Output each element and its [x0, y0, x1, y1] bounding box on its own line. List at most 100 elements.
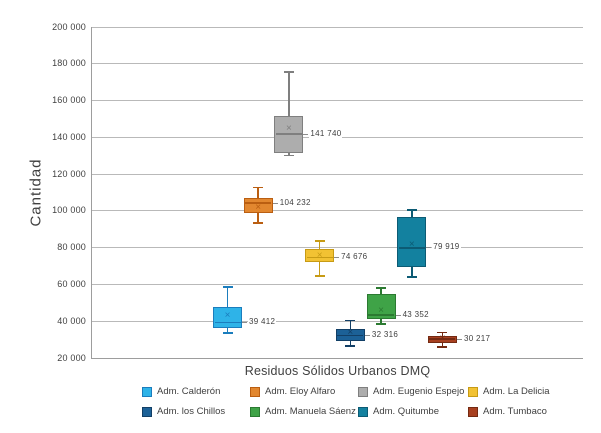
y-axis-title: Cantidad	[27, 158, 45, 227]
lower-whisker-cap	[222, 332, 233, 334]
data-label[interactable]: 79 919	[432, 242, 461, 252]
upper-whisker-line	[318, 241, 321, 249]
upper-whisker-line	[257, 187, 259, 199]
y-tick-label: 180 000	[52, 58, 86, 69]
upper-whisker-line	[411, 209, 413, 218]
legend-swatch-adm-eloy-alfaro	[250, 387, 260, 397]
legend-label: Adm. los Chillos	[157, 406, 226, 417]
legend-swatch-adm-calderon	[142, 387, 152, 397]
legend-swatch-adm-eugenio-espejo	[358, 387, 368, 397]
mean-marker: ×	[408, 238, 415, 250]
lower-whisker-line	[318, 262, 321, 277]
median-line	[398, 247, 425, 249]
lower-whisker-line	[411, 266, 413, 278]
label-connector	[426, 247, 432, 249]
legend-label: Adm. Eloy Alfaro	[265, 386, 336, 397]
label-connector	[303, 133, 309, 135]
gridline	[92, 210, 583, 212]
box-adm-eloy-alfaro[interactable]	[243, 198, 273, 214]
median-line	[337, 334, 364, 337]
y-tick-label: 200 000	[52, 21, 86, 32]
lower-whisker-line	[226, 327, 229, 334]
box-adm-la-delicia[interactable]	[305, 248, 335, 263]
data-label[interactable]: 141 740	[309, 128, 343, 138]
y-tick-label: 140 000	[52, 131, 86, 142]
lower-whisker-line	[380, 319, 382, 324]
legend-label: Adm. La Delicia	[483, 386, 550, 397]
y-tick-label: 80 000	[57, 242, 86, 253]
mean-marker: ×	[347, 327, 354, 339]
x-axis-line	[91, 358, 583, 359]
median-line	[245, 202, 272, 204]
upper-whisker-line	[441, 332, 444, 336]
data-label[interactable]: 43 352	[401, 309, 430, 319]
gridline	[92, 100, 583, 102]
label-connector	[272, 202, 278, 204]
upper-whisker-cap	[376, 287, 387, 289]
lower-whisker-cap	[283, 154, 294, 157]
mean-marker: ×	[255, 202, 262, 214]
legend-swatch-adm-la-delicia	[468, 387, 478, 397]
y-axis-line	[91, 27, 92, 359]
upper-whisker-line	[380, 288, 382, 294]
lower-whisker-cap	[314, 275, 325, 277]
median-line	[306, 256, 333, 259]
data-label[interactable]: 30 217	[462, 333, 492, 343]
upper-whisker-cap	[283, 71, 294, 73]
mean-marker: ×	[439, 332, 446, 344]
upper-whisker-line	[226, 287, 229, 308]
mean-marker: ×	[224, 309, 231, 321]
median-line	[429, 338, 456, 340]
legend-label: Adm. Calderón	[157, 386, 221, 397]
upper-whisker-line	[288, 72, 290, 117]
lower-whisker-line	[349, 340, 352, 347]
lower-whisker-cap	[437, 346, 448, 348]
label-connector	[364, 334, 370, 336]
median-line	[214, 321, 241, 324]
gridline	[92, 283, 583, 285]
lower-whisker-cap	[345, 345, 356, 347]
upper-whisker-cap	[406, 209, 417, 211]
y-tick-label: 120 000	[52, 168, 86, 179]
data-label[interactable]: 74 676	[340, 251, 369, 261]
label-connector	[334, 256, 340, 258]
x-axis-title: Residuos Sólidos Urbanos DMQ	[244, 364, 431, 378]
label-connector	[395, 314, 401, 316]
median-line	[368, 314, 395, 316]
upper-whisker-line	[349, 320, 352, 330]
lower-whisker-cap	[406, 276, 417, 278]
legend-swatch-adm-manuela-saenz	[250, 407, 260, 417]
y-tick-label: 40 000	[57, 315, 86, 326]
mean-marker: ×	[286, 123, 292, 135]
lower-whisker-cap	[253, 222, 264, 224]
data-label[interactable]: 39 412	[248, 316, 277, 326]
upper-whisker-cap	[437, 331, 448, 333]
upper-whisker-cap	[345, 319, 356, 322]
legend-label: Adm. Quitumbe	[373, 406, 439, 417]
legend-swatch-adm-quitumbe	[358, 407, 368, 417]
gridline	[92, 63, 583, 65]
data-label[interactable]: 104 232	[278, 197, 312, 207]
gridline	[92, 26, 583, 28]
data-label[interactable]: 32 316	[370, 329, 400, 339]
y-tick-label: 160 000	[52, 95, 86, 106]
label-connector	[456, 338, 462, 340]
y-tick-label: 100 000	[52, 205, 86, 216]
legend-label: Adm. Manuela Sáenz	[265, 406, 356, 417]
gridline	[92, 173, 583, 175]
mean-marker: ×	[316, 249, 323, 261]
gridline	[92, 320, 583, 322]
lower-whisker-cap	[376, 323, 387, 325]
y-tick-label: 60 000	[57, 278, 86, 289]
y-tick-label: 20 000	[57, 352, 86, 363]
lower-whisker-line	[288, 152, 290, 156]
legend-swatch-adm-los-chillos	[142, 407, 152, 417]
median-line	[275, 133, 302, 135]
lower-whisker-line	[257, 213, 259, 224]
legend-swatch-adm-tumbaco	[468, 407, 478, 417]
lower-whisker-line	[441, 342, 444, 347]
mean-marker: ×	[378, 304, 384, 316]
legend-label: Adm. Eugenio Espejo	[373, 386, 465, 397]
box-adm-quitumbe[interactable]	[397, 217, 427, 267]
